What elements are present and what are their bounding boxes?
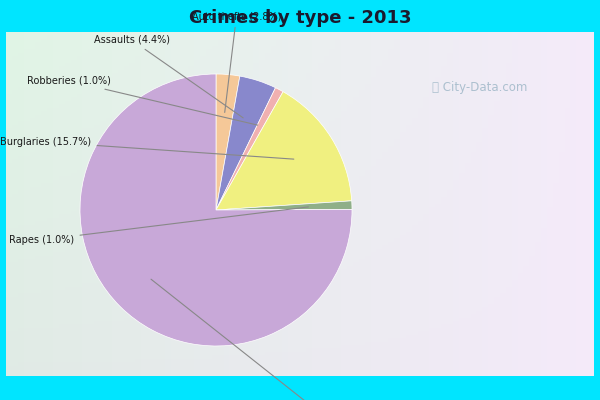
Text: Crimes by type - 2013: Crimes by type - 2013 <box>189 9 411 27</box>
Text: ⓘ City-Data.com: ⓘ City-Data.com <box>433 82 527 94</box>
Wedge shape <box>216 88 283 210</box>
Text: Rapes (1.0%): Rapes (1.0%) <box>10 207 308 245</box>
Text: Auto thefts (2.8%): Auto thefts (2.8%) <box>192 12 281 112</box>
Wedge shape <box>216 76 275 210</box>
Text: Robberies (1.0%): Robberies (1.0%) <box>27 76 257 125</box>
Text: Burglaries (15.7%): Burglaries (15.7%) <box>1 137 294 159</box>
Text: Assaults (4.4%): Assaults (4.4%) <box>94 35 243 118</box>
Wedge shape <box>216 201 352 210</box>
Wedge shape <box>80 74 352 346</box>
Wedge shape <box>216 74 240 210</box>
Text: Thefts (75.0%): Thefts (75.0%) <box>151 279 354 400</box>
Wedge shape <box>216 92 352 210</box>
